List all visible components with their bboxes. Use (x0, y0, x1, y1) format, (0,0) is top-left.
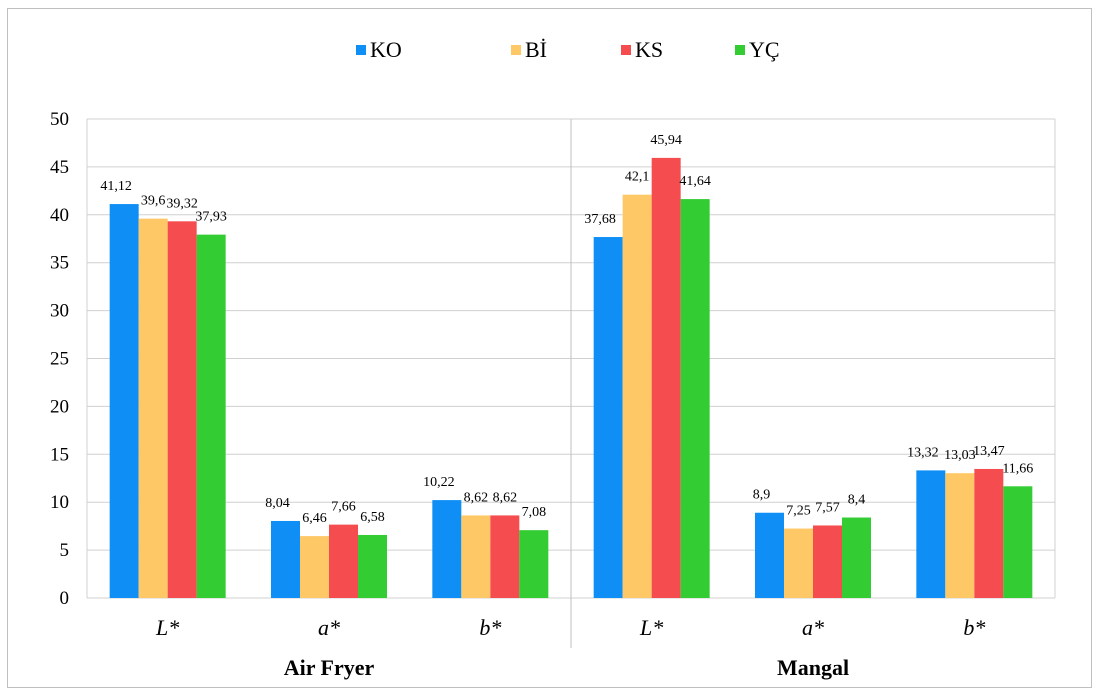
bar-air-fryer-l-ks (167, 221, 197, 599)
data-label: 42,1 (625, 170, 650, 185)
data-label: 13,47 (973, 444, 1005, 459)
bar-air-fryer-b-bi (461, 515, 491, 598)
bar-mangal-l-ko (593, 237, 623, 598)
bar-air-fryer-l-bi (138, 218, 168, 598)
data-label: 7,66 (331, 500, 356, 515)
x-tick-label: a* (318, 615, 340, 640)
x-tick-label: L* (639, 615, 663, 640)
bar-mangal-a-bi (784, 528, 813, 598)
data-label: 7,25 (786, 504, 811, 519)
y-tick-label: 50 (50, 109, 69, 130)
data-label: 41,64 (679, 174, 711, 189)
data-label: 7,08 (522, 505, 547, 520)
x-axis-labels: L* a* b* Air Fryer L* a* b* Mangal (155, 615, 985, 680)
group-label-mangal: Mangal (777, 655, 849, 680)
bar-mangal-b-bi (945, 473, 975, 598)
bar-mangal-a-ks (813, 525, 842, 598)
bar-air-fryer-a-bi (300, 536, 329, 598)
x-tick-label: a* (802, 615, 824, 640)
bar-mangal-b-ks (974, 468, 1004, 598)
data-label: 41,12 (100, 179, 132, 194)
y-tick-label: 45 (50, 157, 69, 178)
data-label: 39,6 (141, 194, 166, 209)
legend-label-ks: KS (635, 37, 663, 62)
bar-mangal-l-y (680, 199, 710, 598)
y-tick-label: 5 (60, 540, 70, 561)
x-tick-label: b* (963, 615, 985, 640)
bar-mangal-a-ko (755, 512, 784, 598)
data-label: 11,66 (1002, 461, 1033, 476)
data-label: 13,03 (944, 448, 976, 463)
bar-air-fryer-a-y (358, 534, 387, 598)
y-tick-label: 20 (50, 396, 69, 417)
bar-mangal-l-ks (651, 157, 681, 598)
data-label: 8,62 (464, 490, 489, 505)
bar-mangal-b-ko (916, 470, 946, 598)
bar-air-fryer-b-ks (490, 515, 520, 598)
legend-swatch-ks (621, 45, 631, 55)
data-label: 37,93 (195, 210, 227, 225)
legend-swatch-ko (356, 45, 366, 55)
legend-label-ko: KO (370, 37, 402, 62)
bars (109, 157, 1033, 599)
data-label: 8,04 (265, 496, 290, 511)
data-label: 10,22 (423, 475, 455, 490)
bar-air-fryer-a-ko (271, 520, 300, 598)
bar-air-fryer-l-ko (109, 204, 139, 598)
chart-frame (7, 8, 1092, 688)
legend-swatch-bi (511, 45, 521, 55)
data-label: 7,57 (815, 500, 840, 515)
y-tick-label: 25 (50, 349, 69, 370)
y-axis-ticks: 0 5 10 15 20 25 30 35 40 45 50 (50, 109, 69, 609)
bar-air-fryer-b-ko (432, 500, 462, 598)
data-label: 45,94 (650, 133, 682, 148)
bar-air-fryer-b-y (519, 530, 549, 598)
bar-air-fryer-l-y (196, 234, 226, 598)
y-tick-label: 35 (50, 253, 69, 274)
data-label: 39,32 (166, 196, 198, 211)
legend-swatch-y (735, 45, 745, 55)
data-label: 13,32 (907, 445, 939, 460)
data-label: 37,68 (584, 212, 616, 227)
y-tick-label: 10 (50, 492, 69, 513)
group-label-air-fryer: Air Fryer (284, 655, 375, 680)
bar-mangal-a-y (842, 517, 871, 598)
y-tick-label: 40 (50, 205, 69, 226)
bar-air-fryer-a-ks (329, 524, 358, 598)
data-label: 8,4 (848, 493, 866, 508)
legend-label-y: YÇ (749, 37, 780, 62)
x-tick-label: L* (155, 615, 179, 640)
x-tick-label: b* (479, 615, 501, 640)
data-label: 6,58 (360, 510, 385, 525)
y-tick-label: 0 (60, 588, 70, 609)
y-tick-label: 15 (50, 444, 69, 465)
gridlines (86, 118, 1056, 648)
bar-mangal-b-y (1003, 486, 1033, 598)
legend: KO Bİ KS YÇ (356, 37, 780, 62)
legend-label-bi: Bİ (525, 37, 547, 62)
data-label: 6,46 (302, 511, 327, 526)
bar-mangal-l-bi (622, 194, 652, 598)
data-label: 8,9 (753, 488, 771, 503)
data-label: 8,62 (493, 490, 518, 505)
y-tick-label: 30 (50, 301, 69, 322)
